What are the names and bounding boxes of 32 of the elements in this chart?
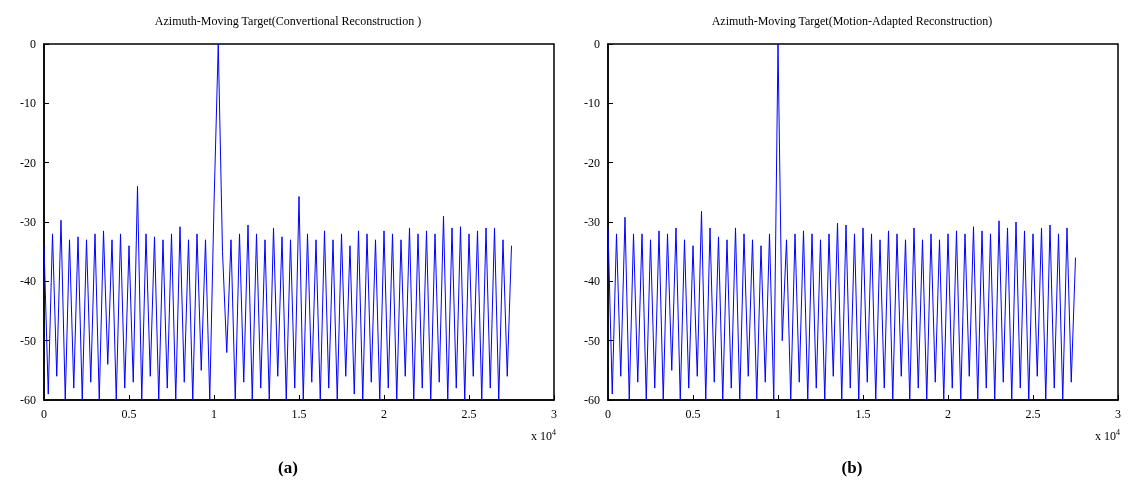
y-tick-label: 0 [30,37,36,51]
y-tick-label: -40 [584,274,600,289]
x-tick-label: 0 [605,407,611,421]
y-tick-label: -60 [584,393,600,407]
y-tick-label: -30 [584,215,600,229]
x-tick-label: 2 [945,407,951,421]
y-tick-label: -50 [20,333,36,348]
x-tick-label: 0 [41,407,47,421]
text: (b) [841,458,863,477]
x-tick-label: 2.5 [461,407,477,421]
chart-title: Azimuth-Moving Target(Convertional Reconstruction ) [154,14,422,28]
x-tick-label: 1 [211,407,217,421]
y-tick-label: -40 [20,274,36,289]
y-tick-label: -20 [20,155,36,170]
x-tick-label: 1 [775,407,781,421]
x-tick-label: 2 [381,407,387,421]
x-tick-label: 3 [551,407,557,421]
chart-title: Azimuth-Moving Target(Motion-Adapted Reconstruction) [711,14,993,28]
x-tick-label: 2.5 [1025,407,1041,421]
y-tick-label: -10 [20,96,36,111]
x-tick-label: 0.5 [121,407,137,421]
text: (a) [278,458,298,477]
x-tick-label: 0.5 [685,407,701,421]
x-tick-label: 1.5 [855,407,871,421]
y-tick-label: -20 [584,155,600,170]
x-tick-label: 3 [1115,407,1121,421]
y-tick-label: 0 [594,37,600,51]
y-tick-label: -50 [584,333,600,348]
y-tick-label: -30 [20,215,36,229]
x-tick-label: 1.5 [291,407,307,421]
y-tick-label: -10 [584,96,600,111]
y-tick-label: -60 [20,393,36,407]
